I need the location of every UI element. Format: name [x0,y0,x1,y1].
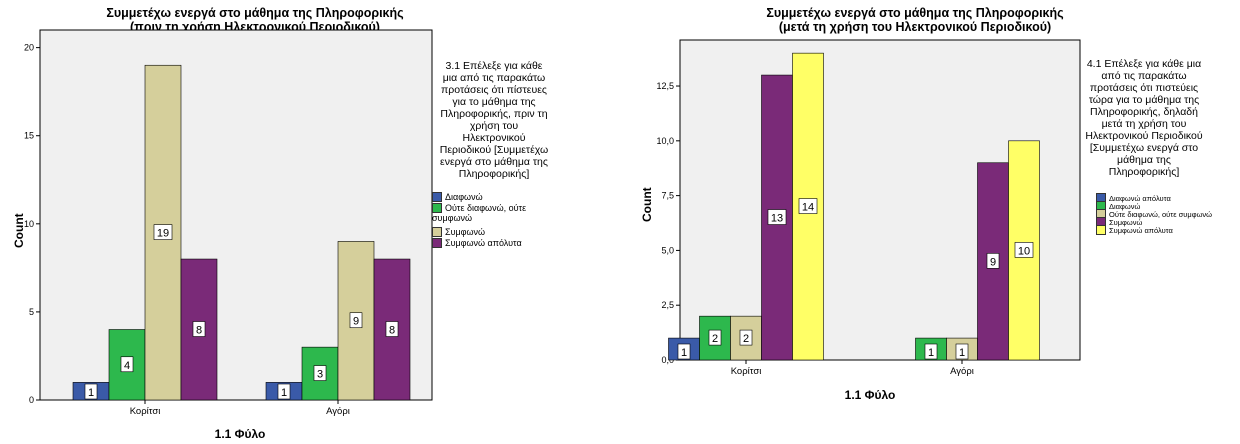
y-tick-label: 2,5 [661,300,674,310]
data-label: 19 [157,228,169,240]
legend-swatch [432,238,442,248]
x-tick-label: Κορίτσι [130,406,161,417]
legend-swatch [432,227,442,237]
y-tick-label: 5,0 [661,245,674,255]
y-tick-label: 15 [24,131,34,141]
y-tick-label: 10 [24,219,34,229]
y-axis-label: Count [640,187,654,222]
data-label-box [708,329,722,346]
data-label: 1 [88,387,94,399]
legend-item: Συμφωνώ [432,227,485,237]
data-label: 13 [771,213,783,225]
chart-plot: 0,0 2,5 5,0 7,5 10,0 12,5 1 2 2 13 14 Κορίτσι 1 1 9 10 Α… [656,39,1081,377]
legend-item: Διαφωνώ [432,192,483,202]
data-label-box [677,343,691,360]
legend-label: Συμφωνώ [445,227,486,237]
chart-after: Συμμετέχω ενεργά στο μάθημα της Πληροφορ… [620,0,1240,444]
y-tick-label: 5 [29,307,34,317]
data-label: 8 [196,325,202,337]
data-label-box [739,329,753,346]
legend-swatch [432,192,442,202]
data-label: 8 [389,325,395,337]
data-label-box [955,343,969,360]
legend-swatch [432,203,442,213]
data-label-box [153,224,173,240]
data-label: 14 [802,202,814,214]
data-label-box [767,209,787,225]
legend-item: Συμφωνώ απόλυτα [432,238,522,248]
data-label: 1 [681,347,687,359]
data-label-box [1014,242,1034,258]
x-tick-label: Αγόρι [326,406,350,417]
data-label-box [385,321,399,337]
data-label-box [192,321,206,337]
data-label-box [349,312,363,329]
chart-plot: 0 5 10 15 20 1 4 19 8 Κορίτσι 1 3 9 8 Αγόρι [24,29,433,417]
chart-before: Συμμετέχω ενεργά στο μάθημα της Πληροφορ… [12,6,549,441]
legend-label: Ούτε διαφωνώ, ούτε συμφωνώ [432,203,527,223]
legend-label: Ούτε διαφωνώ, ούτε συμφωνώ [1109,210,1213,219]
data-label-box [986,253,1000,269]
legend-swatch [1096,225,1106,235]
data-label-box [120,356,134,373]
y-axis-label: Count [12,213,26,248]
legend-label: Συμφωνώ απόλυτα [1109,226,1173,235]
legend-title: 3.1 Επέλεξε για κάθε μια από τις παρακάτ… [439,60,549,180]
data-label: 4 [124,360,130,372]
legend-label: Διαφωνώ [445,192,483,202]
data-label: 9 [990,256,996,268]
legend-item: Ούτε διαφωνώ, ούτε συμφωνώ [432,203,544,223]
data-label: 1 [959,347,965,359]
data-label-box [798,198,818,214]
data-label: 3 [317,369,323,381]
data-label: 9 [353,316,359,328]
data-label-box [84,383,98,400]
data-label-box [924,343,938,360]
y-tick-label: 0,0 [661,355,674,365]
data-label: 10 [1018,245,1030,257]
legend-label: Διαφωνώ [1109,202,1141,211]
y-tick-label: 0 [29,395,34,405]
data-label: 1 [281,387,287,399]
x-axis-label: 1.1 Φύλο [214,427,266,441]
legend-item: Συμφωνώ απόλυτα [1096,225,1173,236]
data-label: 1 [928,347,934,359]
legend-label: Συμφωνώ [1109,218,1143,227]
y-tick-label: 10,0 [656,136,674,146]
legend-label: Διαφωνώ απόλυτα [1109,194,1171,203]
x-axis-label: 1.1 Φύλο [844,388,896,402]
x-tick-label: Κορίτσι [731,366,762,377]
y-tick-label: 20 [24,43,34,53]
y-tick-label: 7,5 [661,191,674,201]
chart-title: Συμμετέχω ενεργά στο μάθημα της Πληροφορ… [766,6,1064,34]
data-label-box [277,383,291,400]
legend-label: Συμφωνώ απόλυτα [445,238,522,248]
data-label: 2 [743,333,749,345]
data-label: 2 [712,333,718,345]
x-tick-label: Αγόρι [950,366,974,377]
legend-title: 4.1 Επέλεξε για κάθε μια από τις παρακάτ… [1085,58,1203,178]
data-label-box [313,365,327,381]
y-tick-label: 12,5 [656,81,674,91]
